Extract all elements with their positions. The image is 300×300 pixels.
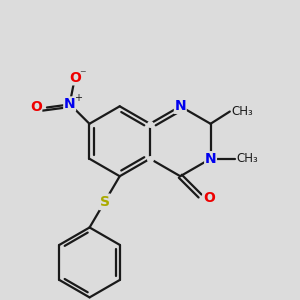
Text: CH₃: CH₃ <box>232 105 253 118</box>
Text: N: N <box>175 99 186 113</box>
Text: ⁻: ⁻ <box>79 68 86 81</box>
Text: CH₃: CH₃ <box>237 152 259 165</box>
Text: N: N <box>205 152 216 166</box>
Text: +: + <box>74 93 83 103</box>
Text: O: O <box>203 191 215 205</box>
Text: O: O <box>69 71 81 85</box>
Text: N: N <box>64 97 76 111</box>
Text: O: O <box>30 100 42 115</box>
Text: S: S <box>100 195 110 209</box>
